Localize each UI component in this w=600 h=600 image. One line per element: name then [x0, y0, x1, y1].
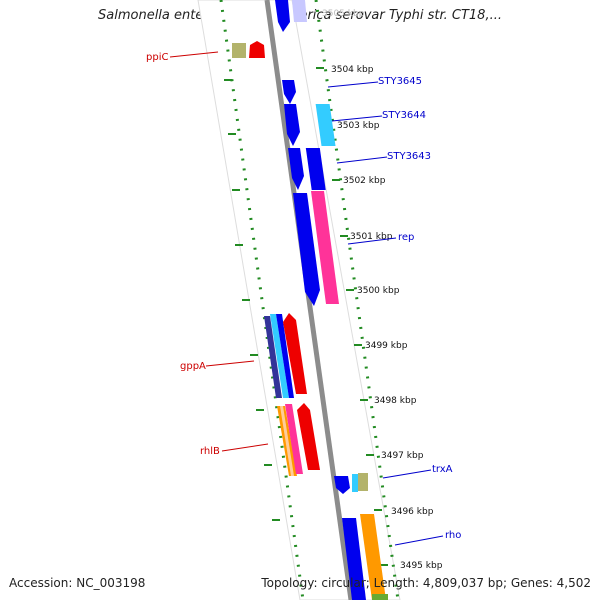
cds-sty3644-cyan [315, 104, 336, 146]
cds-ppic-red [249, 41, 265, 58]
cds-rhlb-tan [280, 406, 294, 476]
kbp-label: 3505 kbp [322, 9, 365, 19]
kbp-label: 3497 kbp [381, 451, 424, 461]
kbp-label: 3503 kbp [337, 121, 380, 131]
gene-label-rho[interactable]: rho [445, 530, 461, 541]
gene-labels-right: STY3645 STY3644 STY3643 rep trxA rho [327, 76, 461, 546]
cds-rep-blue [293, 193, 320, 306]
cds-top-partial-2 [292, 0, 307, 22]
accession-label: Accession: NC_003198 [9, 576, 146, 590]
gene-label-sty3643[interactable]: STY3643 [387, 151, 431, 162]
kbp-label: 3498 kbp [374, 396, 417, 406]
cds-sty3643-b [305, 148, 326, 190]
kbp-labels: 3505 kbp 3504 kbp 3503 kbp 3502 kbp 3501… [322, 9, 443, 571]
cds-top-partial [275, 0, 290, 32]
outer-dotted-ring [314, 0, 400, 600]
inner-ring-ticks [224, 79, 280, 521]
genome-summary: Topology: circular; Length: 4,809,037 bp… [261, 576, 591, 590]
cds-sty3644 [284, 104, 300, 146]
map-band [197, 0, 401, 600]
cds-rhlb-red [297, 403, 320, 470]
kbp-label: 3504 kbp [331, 65, 374, 75]
cds-sty3643 [288, 148, 304, 190]
gene-label-rep[interactable]: rep [398, 232, 414, 243]
kbp-label: 3501 kbp [350, 232, 393, 242]
kbp-label: 3496 kbp [391, 507, 434, 517]
cds-gppa-red [283, 313, 307, 394]
cds-features [232, 0, 388, 600]
cds-rep-pink [311, 191, 339, 304]
cds-rhlb-pink [285, 404, 303, 474]
cds-rho-orange [360, 514, 386, 600]
gene-label-gppa[interactable]: gppA [180, 361, 206, 372]
inner-dotted-ring [219, 0, 305, 600]
cds-trxa-khaki [358, 473, 368, 491]
gene-label-trxa[interactable]: trxA [432, 464, 453, 475]
cds-trxa-cyan [352, 474, 358, 492]
cds-gppa-blue [276, 314, 294, 398]
gene-labels-left: ppiC gppA rhlB [146, 51, 269, 457]
genome-backbone [264, 0, 354, 600]
gene-label-sty3645[interactable]: STY3645 [378, 76, 422, 87]
cds-bottom-green [372, 594, 388, 600]
kbp-label: 3500 kbp [357, 286, 400, 296]
cds-gppa-navy [264, 316, 282, 398]
cds-gppa-cyan [270, 314, 289, 398]
kbp-label: 3499 kbp [365, 341, 408, 351]
cds-rho-blue [342, 518, 366, 600]
cds-ppic [232, 43, 246, 58]
kbp-label: 3502 kbp [343, 176, 386, 186]
cds-trxa-blue [334, 476, 350, 494]
kbp-label: 3495 kbp [400, 561, 443, 571]
gene-label-sty3644[interactable]: STY3644 [382, 110, 426, 121]
cds-sty3645 [282, 80, 296, 104]
gene-label-ppic[interactable]: ppiC [146, 52, 168, 63]
gene-label-rhlb[interactable]: rhlB [200, 446, 220, 457]
